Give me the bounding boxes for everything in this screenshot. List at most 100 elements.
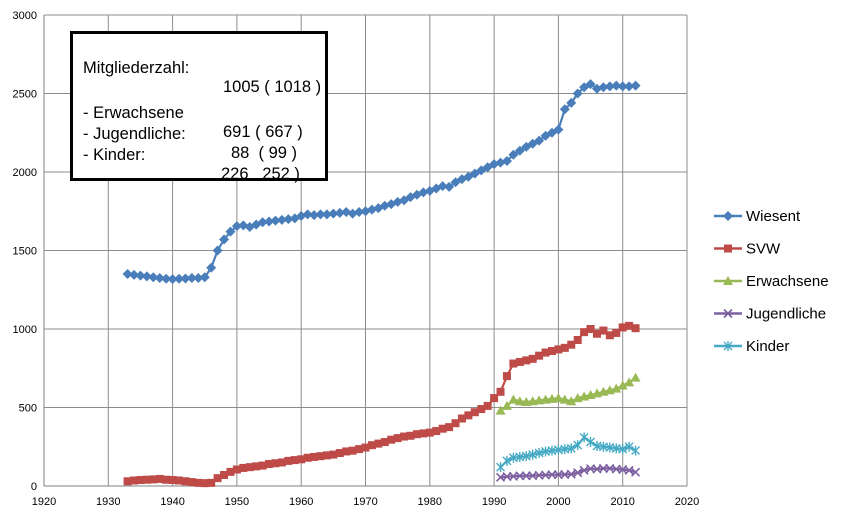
data-point-wiesent [354,207,365,218]
data-point-svw [303,453,312,462]
data-point-svw [522,356,531,365]
data-point-wiesent [508,149,519,160]
data-point-svw [528,354,537,363]
data-point-wiesent [276,214,287,225]
data-point-svw [213,474,222,483]
legend-item-jugendliche: Jugendliche [714,306,826,323]
data-point-erwachsene [501,400,512,410]
x-tick-label: 1980 [418,496,442,508]
x-tick-label: 1940 [160,496,184,508]
legend-item-svw: SVW [714,241,781,258]
data-point-erwachsene [617,380,628,390]
data-point-svw [406,431,415,440]
data-point-svw [123,477,132,486]
data-point-wiesent [225,226,236,237]
data-point-kinder [624,441,634,452]
data-point-svw [374,439,383,448]
data-point-svw [464,411,473,420]
data-point-wiesent [315,209,326,220]
legend-label: Wiesent [746,208,801,225]
data-point-svw [425,428,434,437]
data-point-kinder [566,443,576,454]
data-point-wiesent [566,97,577,108]
data-point-svw [412,430,421,439]
member-count-label: Mitgliederzahl: [83,59,190,77]
data-point-wiesent [437,181,448,192]
data-point-wiesent [534,135,545,146]
member-count-box: Mitgliederzahl: 1005 ( 1018 ) - Erwachse… [70,31,328,183]
x-tick-label: 1990 [482,496,506,508]
data-point-svw [586,325,595,333]
data-point-svw [592,329,601,338]
x-tick-label: 2020 [675,496,699,508]
data-point-svw [155,474,164,483]
data-point-erwachsene [495,405,506,415]
data-point-svw [207,478,216,487]
data-point-svw [438,424,447,433]
data-point-wiesent [212,245,223,256]
data-point-erwachsene [611,383,622,393]
legend-label: Erwachsene [746,273,829,290]
data-point-wiesent [186,272,197,283]
data-point-svw [322,451,331,460]
data-point-wiesent [604,81,615,92]
data-point-svw [457,414,466,423]
x-tick-label: 1970 [353,496,377,508]
data-point-wiesent [501,156,512,167]
y-tick-label: 1000 [13,324,37,336]
data-point-kinder [586,437,596,448]
series-kinder [496,432,641,473]
data-point-svw [342,447,351,456]
legend-item-kinder: Kinder [714,338,789,355]
data-point-svw [400,432,409,441]
series-group [122,79,641,488]
y-tick-label: 2000 [13,167,37,179]
data-point-kinder [502,455,512,466]
children-label: - Kinder: [83,146,146,164]
data-point-svw [387,435,396,444]
series-line-jugendliche [500,467,636,479]
data-point-svw [432,427,441,436]
data-point-svw [277,458,286,467]
x-tick-label: 2000 [546,496,570,508]
data-point-svw [168,476,177,485]
adults-value: 691 ( 667 ) [223,123,303,141]
series-erwachsene [495,372,641,415]
data-point-wiesent [270,215,281,226]
data-point-wiesent [231,221,242,232]
data-point-wiesent [553,124,564,135]
data-point-svw [200,479,209,488]
data-point-svw [554,345,563,354]
x-tick-label: 1960 [289,496,313,508]
youth-label: - Jugendliche: [83,125,186,143]
data-point-svw [290,456,299,465]
data-point-wiesent [328,208,339,219]
data-point-svw [496,387,505,396]
data-point-svw [284,456,293,465]
data-point-svw [541,348,550,357]
data-point-svw [149,475,158,484]
data-point-svw [483,401,492,410]
data-point-wiesent [129,269,140,280]
data-point-wiesent [444,181,455,192]
data-point-svw [490,394,499,403]
legend: Wiesent SVW Erwachsene Jugendliche Kinder [714,208,829,355]
data-point-erwachsene [559,394,570,404]
legend-marker [723,211,733,221]
data-point-erwachsene [566,396,577,406]
data-point-wiesent [334,207,345,218]
data-point-svw [560,343,569,352]
data-point-wiesent [193,272,204,283]
data-point-wiesent [611,80,622,91]
data-point-wiesent [321,209,332,220]
data-point-wiesent [624,81,635,92]
data-point-svw [515,357,524,366]
data-point-wiesent [572,88,583,99]
data-point-svw [605,331,614,340]
data-point-svw [355,445,364,454]
data-point-wiesent [257,217,268,228]
member-count-value: 1005 ( 1018 ) [223,78,322,96]
data-point-svw [329,450,338,459]
x-tick-label: 2010 [610,496,634,508]
data-point-wiesent [148,272,159,283]
